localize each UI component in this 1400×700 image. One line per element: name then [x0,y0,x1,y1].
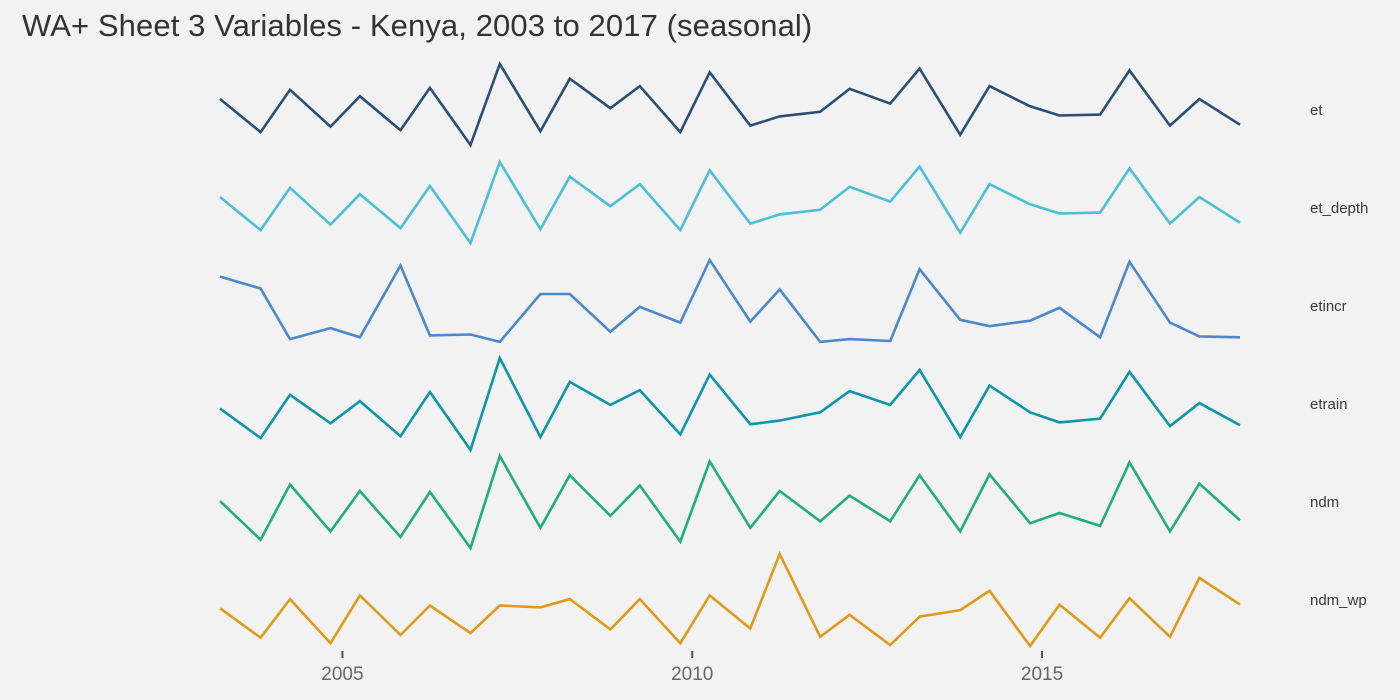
series-line [219,60,1241,148]
series-label: etrain [1310,396,1348,413]
series-line [219,354,1241,453]
x-tick-label: 2010 [671,664,713,685]
series-line [219,452,1241,551]
series-et: et [219,60,1323,148]
series-label: et [1310,102,1323,119]
series-label: ndm_wp [1310,592,1367,609]
series-etrain: etrain [219,354,1348,453]
series-etincr: etincr [219,257,1347,344]
x-tick-label: 2005 [321,664,363,685]
series-line [219,257,1241,344]
x-tick-label: 2015 [1021,664,1063,685]
series-ndm: ndm [219,452,1339,551]
chart-title: WA+ Sheet 3 Variables - Kenya, 2003 to 2… [22,8,813,43]
series-line [219,158,1241,246]
series-et-depth: et_depth [219,158,1368,246]
series-line [219,550,1241,649]
series-label: ndm [1310,494,1339,511]
series-label: et_depth [1310,200,1368,217]
x-axis: 2005 2010 2015 [321,651,1063,685]
series-label: etincr [1310,298,1347,315]
series-ndm-wp: ndm_wp [219,550,1367,649]
